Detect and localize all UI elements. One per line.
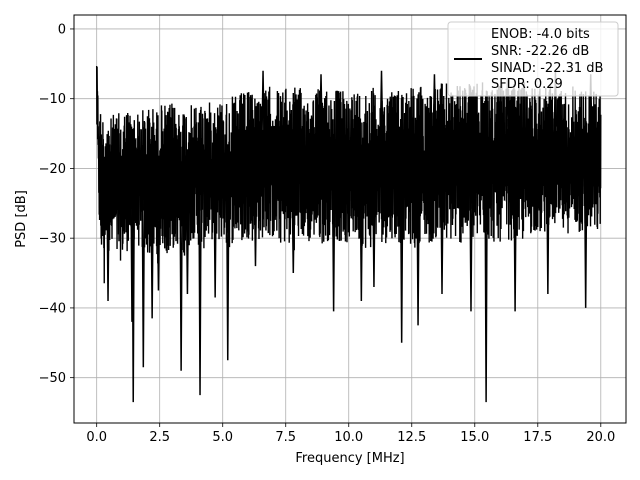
psd-dip [440,187,444,294]
psd-dip [185,196,190,294]
x-tick-label: 15.0 [460,430,489,445]
y-tick-label: 0 [58,22,66,37]
psd-dip [331,183,336,312]
legend-sinad: SINAD: -22.31 dB [491,61,603,76]
x-tick-label: 20.0 [586,430,615,445]
psd-spike [261,70,265,134]
y-tick-label: −40 [39,301,66,316]
x-tick-label: 7.5 [275,430,296,445]
psd-dip [141,198,146,368]
plot-frame [73,14,627,424]
x-tick-label: 17.5 [523,430,552,445]
x-tick-label: 5.0 [212,430,233,445]
psd-dip [583,177,588,308]
y-tick-label: −20 [39,162,66,177]
psd-spike [432,74,437,128]
x-tick-label: 10.0 [334,430,363,445]
x-tick-label: 12.5 [397,430,426,445]
y-tick-label: −30 [39,232,66,247]
psd-spike [319,74,323,128]
legend-snr: SNR: -22.26 dB [491,44,589,59]
psd-dip [253,189,258,267]
psd-dip [546,173,550,294]
y-tick-label: −50 [39,371,66,386]
x-axis-ticks: 0.0 2.5 5.0 7.5 10.0 12.5 15.0 17.5 20.0 [86,423,615,445]
x-axis-label: Frequency [MHz] [295,451,404,466]
legend-enob: ENOB: -4.0 bits [491,27,590,42]
psd-dip [469,185,473,312]
psd-dip [291,196,296,274]
y-axis-ticks: 0 −10 −20 −30 −40 −50 [39,22,74,386]
x-tick-label: 2.5 [149,430,170,445]
psd-dip [372,187,376,288]
x-tick-label: 0.0 [86,430,107,445]
y-tick-label: −10 [39,92,66,107]
legend: ENOB: -4.0 bits SNR: -22.26 dB SINAD: -2… [447,21,619,97]
legend-box [447,21,619,97]
psd-dip [156,205,161,291]
legend-sfdr: SFDR: 0.29 [491,77,563,92]
psd-dip [179,199,183,371]
psd-dip [513,187,517,312]
y-axis-label: PSD [dB] [14,190,29,248]
psd-spike [379,70,384,131]
